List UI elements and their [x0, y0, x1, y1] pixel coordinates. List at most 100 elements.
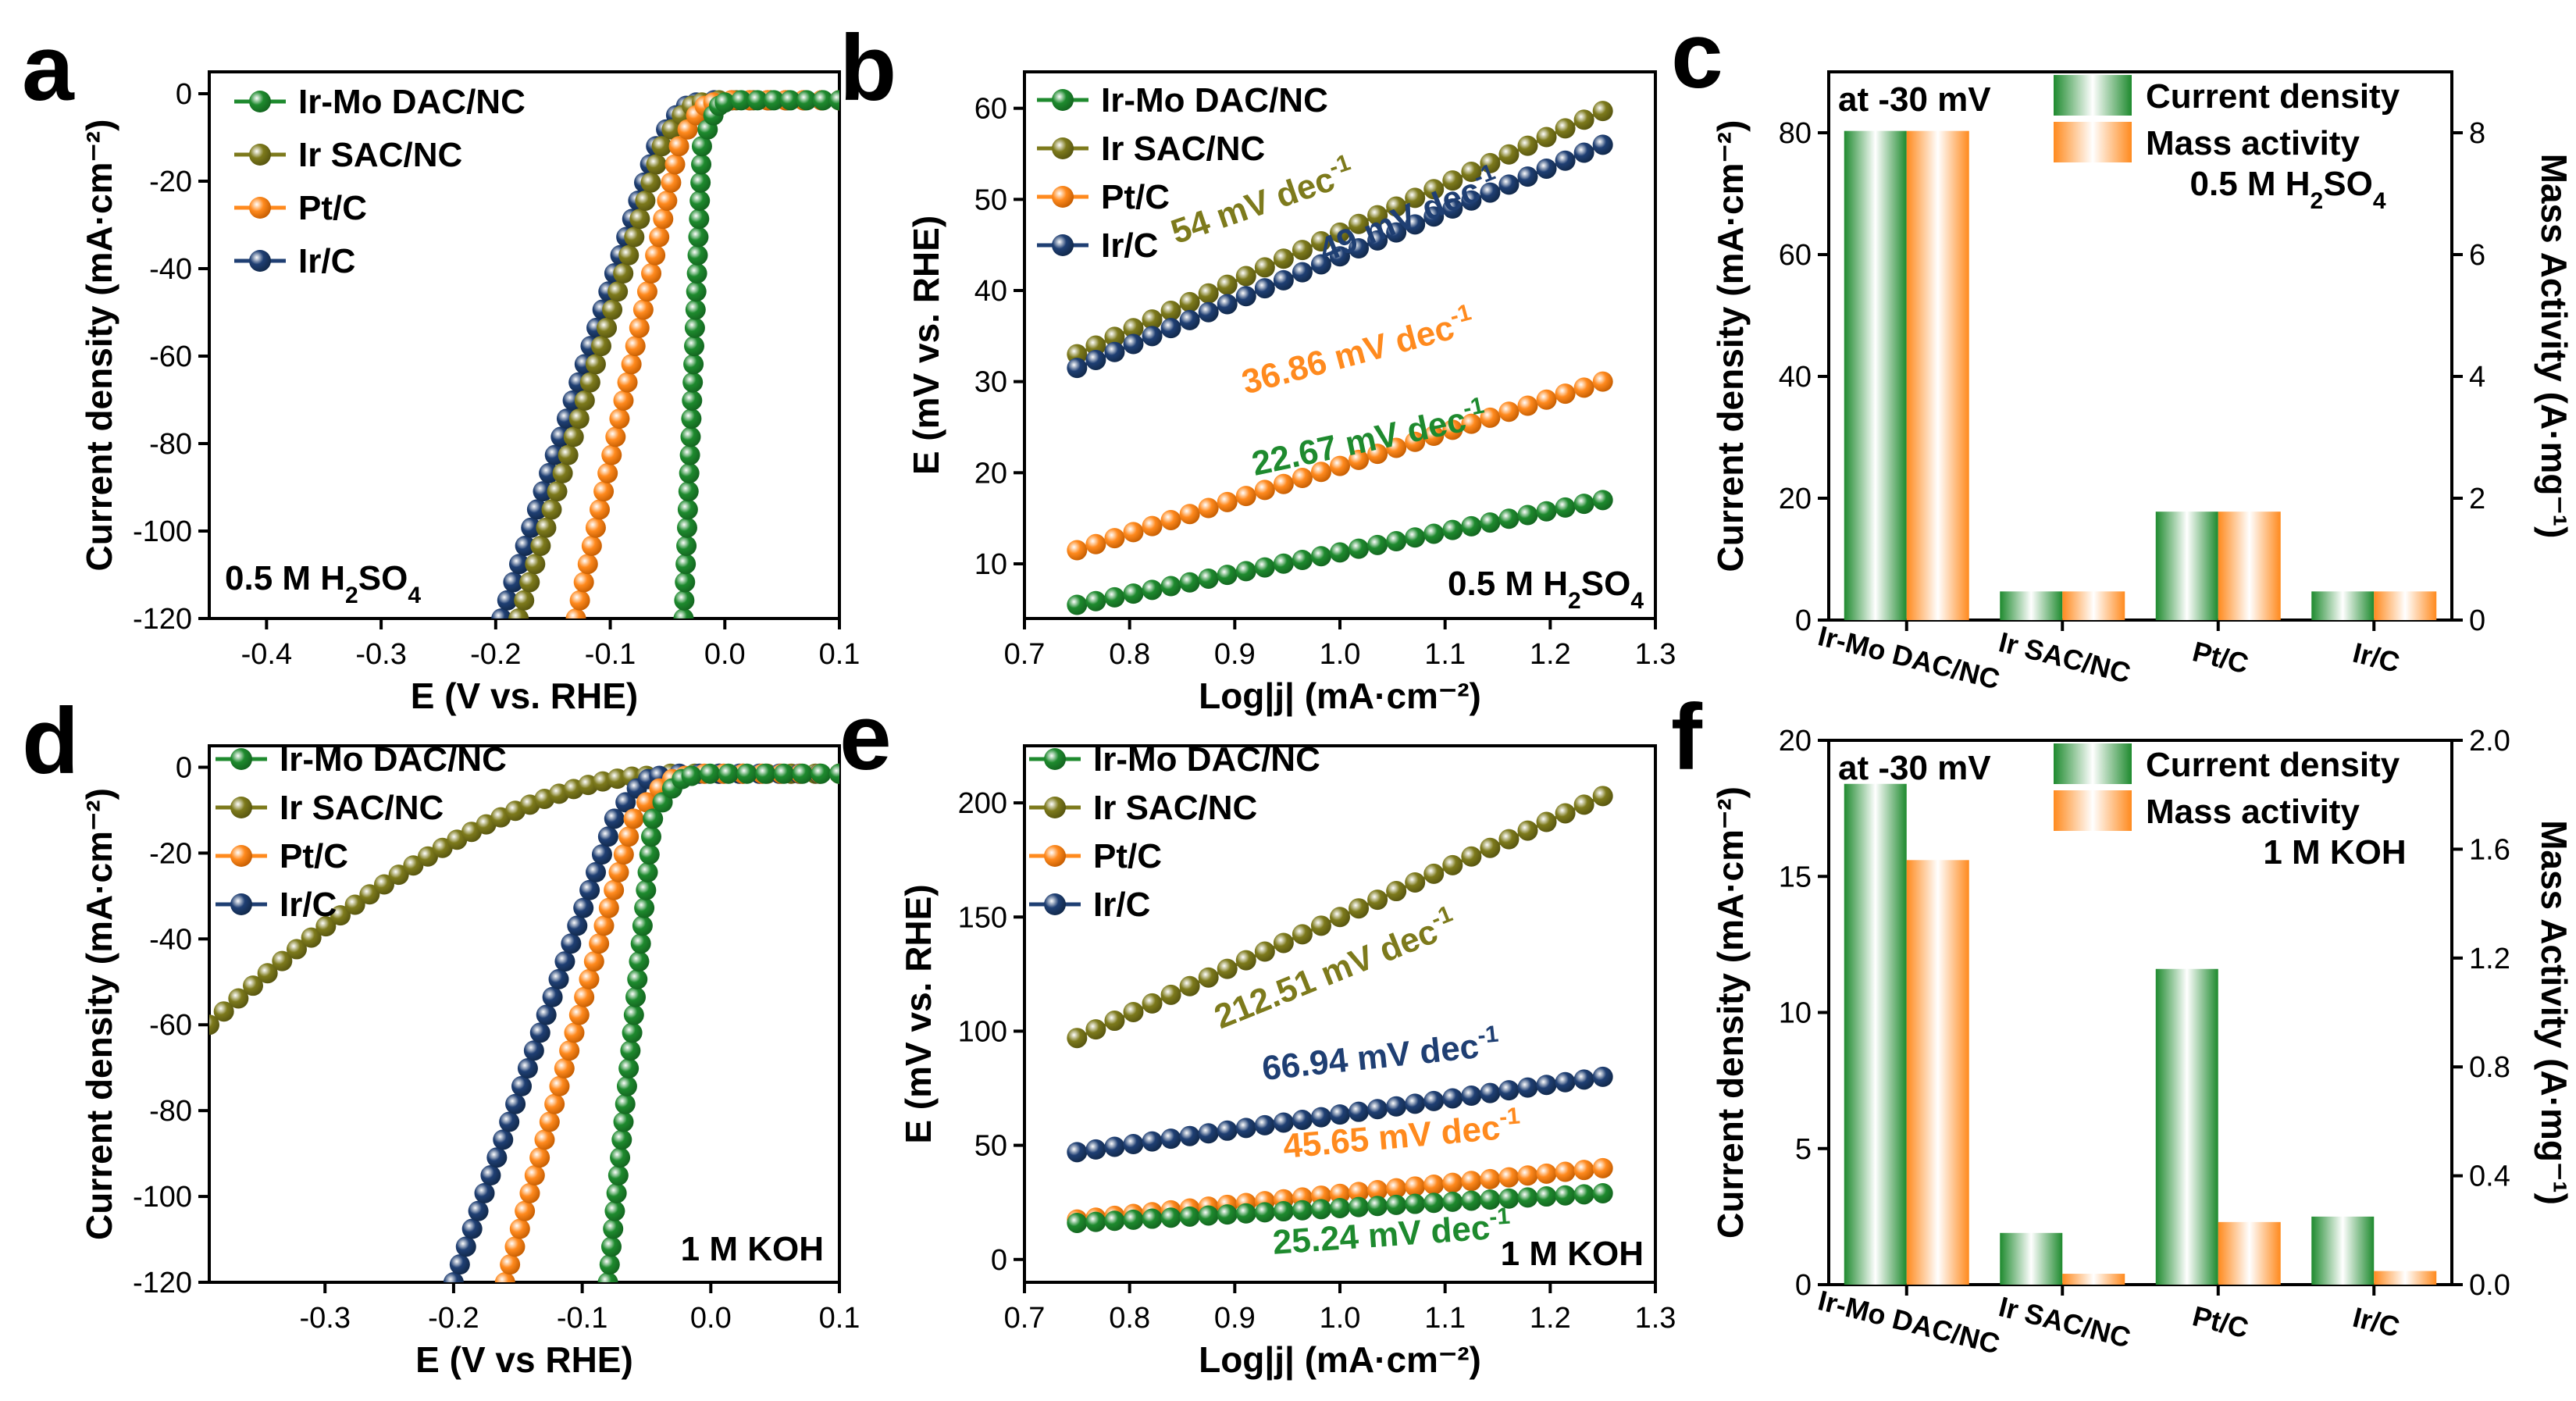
data-point: [599, 1254, 620, 1275]
data-point: [1367, 444, 1388, 465]
x-tick-label: 1.0: [1320, 638, 1361, 671]
data-point: [461, 1218, 483, 1239]
data-point: [509, 554, 530, 575]
data-point: [565, 608, 586, 619]
data-point: [681, 765, 702, 786]
data-point: [1310, 546, 1331, 567]
slope-label: 66.94 mV dec-1: [1259, 1021, 1502, 1088]
bar-current-density: [2311, 591, 2375, 620]
series-line-pt-c: [503, 772, 839, 1282]
x-tick-label: 0.1: [819, 638, 860, 671]
data-point: [645, 244, 666, 266]
data-point: [686, 281, 707, 302]
data-point: [1367, 1099, 1388, 1120]
y-axis-label: Current density (mA·cm⁻²): [1710, 786, 1751, 1239]
data-point: [675, 554, 697, 575]
data-point: [1349, 238, 1370, 259]
data-point: [1386, 196, 1407, 217]
data-point: [1536, 1186, 1557, 1207]
data-point: [213, 1001, 234, 1022]
data-point: [600, 1236, 622, 1257]
data-point: [574, 986, 595, 1007]
x-tick-label: 0.8: [1109, 638, 1150, 671]
legend-marker: [249, 250, 271, 272]
y-tick-label: 0: [991, 1244, 1007, 1277]
data-point: [673, 608, 694, 619]
data-point: [1067, 1212, 1088, 1233]
data-point: [554, 1058, 575, 1079]
y-tick-label: 0: [176, 78, 192, 111]
data-point: [1330, 1183, 1350, 1204]
data-point: [1085, 1211, 1106, 1232]
x-tick-label: 0.9: [1214, 1302, 1256, 1335]
data-point: [616, 1075, 637, 1096]
data-point: [625, 986, 647, 1007]
data-point: [796, 90, 818, 111]
x-tick-label: 1.1: [1424, 1302, 1466, 1335]
legend-label: Mass activity: [2146, 793, 2360, 831]
x-tick-label: 1.3: [1635, 1302, 1676, 1335]
data-point: [547, 481, 568, 502]
data-point: [1423, 863, 1445, 884]
x-axis-label: E (V vs. RHE): [411, 676, 638, 716]
x-tick-label: -0.3: [355, 638, 406, 671]
bar-current-density: [1844, 130, 1907, 620]
data-point: [1555, 1071, 1576, 1093]
legend-marker: [1044, 893, 1066, 915]
data-point: [615, 1093, 636, 1114]
category-label: Pt/C: [2189, 635, 2252, 679]
data-point: [657, 190, 678, 211]
data-point: [683, 336, 704, 357]
data-point: [491, 608, 512, 619]
data-point: [1085, 1139, 1106, 1160]
data-point: [561, 933, 582, 954]
data-point: [1442, 170, 1463, 191]
data-point: [493, 1129, 514, 1150]
y2-axis-label: Mass Activity (A·mg⁻¹): [2534, 154, 2574, 539]
data-point: [1498, 1188, 1520, 1209]
data-point: [1104, 1136, 1125, 1157]
y2-tick-label: 0.8: [2469, 1051, 2510, 1084]
data-point: [604, 1200, 625, 1221]
y-tick-label: -60: [149, 1009, 192, 1042]
data-point: [1085, 1019, 1106, 1040]
data-point: [677, 499, 698, 520]
data-point: [1367, 534, 1388, 555]
data-point: [1330, 542, 1350, 563]
data-point: [1254, 278, 1275, 299]
data-point: [583, 951, 604, 972]
data-point: [591, 844, 612, 865]
data-point: [1254, 479, 1275, 501]
data-point: [1592, 1157, 1613, 1178]
legend-marker: [230, 748, 252, 770]
data-point: [1517, 135, 1538, 156]
legend-label: Current density: [2146, 77, 2400, 116]
data-point: [1480, 837, 1501, 858]
data-point: [731, 90, 752, 111]
data-point: [593, 915, 615, 936]
x-tick-label: -0.2: [428, 1302, 479, 1335]
data-point: [609, 408, 630, 430]
data-point: [521, 517, 542, 538]
data-point: [1405, 214, 1426, 235]
y-axis-label: E (mV vs. RHE): [906, 216, 946, 475]
data-point: [443, 1272, 464, 1282]
bar-current-density: [2311, 1216, 2375, 1285]
data-point: [608, 861, 629, 882]
data-point: [568, 408, 590, 430]
legend-label: Current density: [2146, 746, 2400, 784]
data-point: [1536, 127, 1557, 148]
data-point: [1198, 497, 1219, 519]
data-point: [1160, 301, 1181, 322]
data-point: [1198, 568, 1219, 589]
data-point: [1235, 561, 1256, 582]
data-point: [1123, 1001, 1144, 1022]
x-tick-label: -0.4: [241, 638, 292, 671]
data-point: [569, 590, 590, 611]
data-point: [610, 1147, 631, 1168]
data-point: [811, 763, 832, 784]
data-point: [1123, 583, 1144, 604]
data-point: [1330, 455, 1350, 476]
data-point: [1423, 426, 1445, 447]
data-point: [579, 968, 600, 989]
